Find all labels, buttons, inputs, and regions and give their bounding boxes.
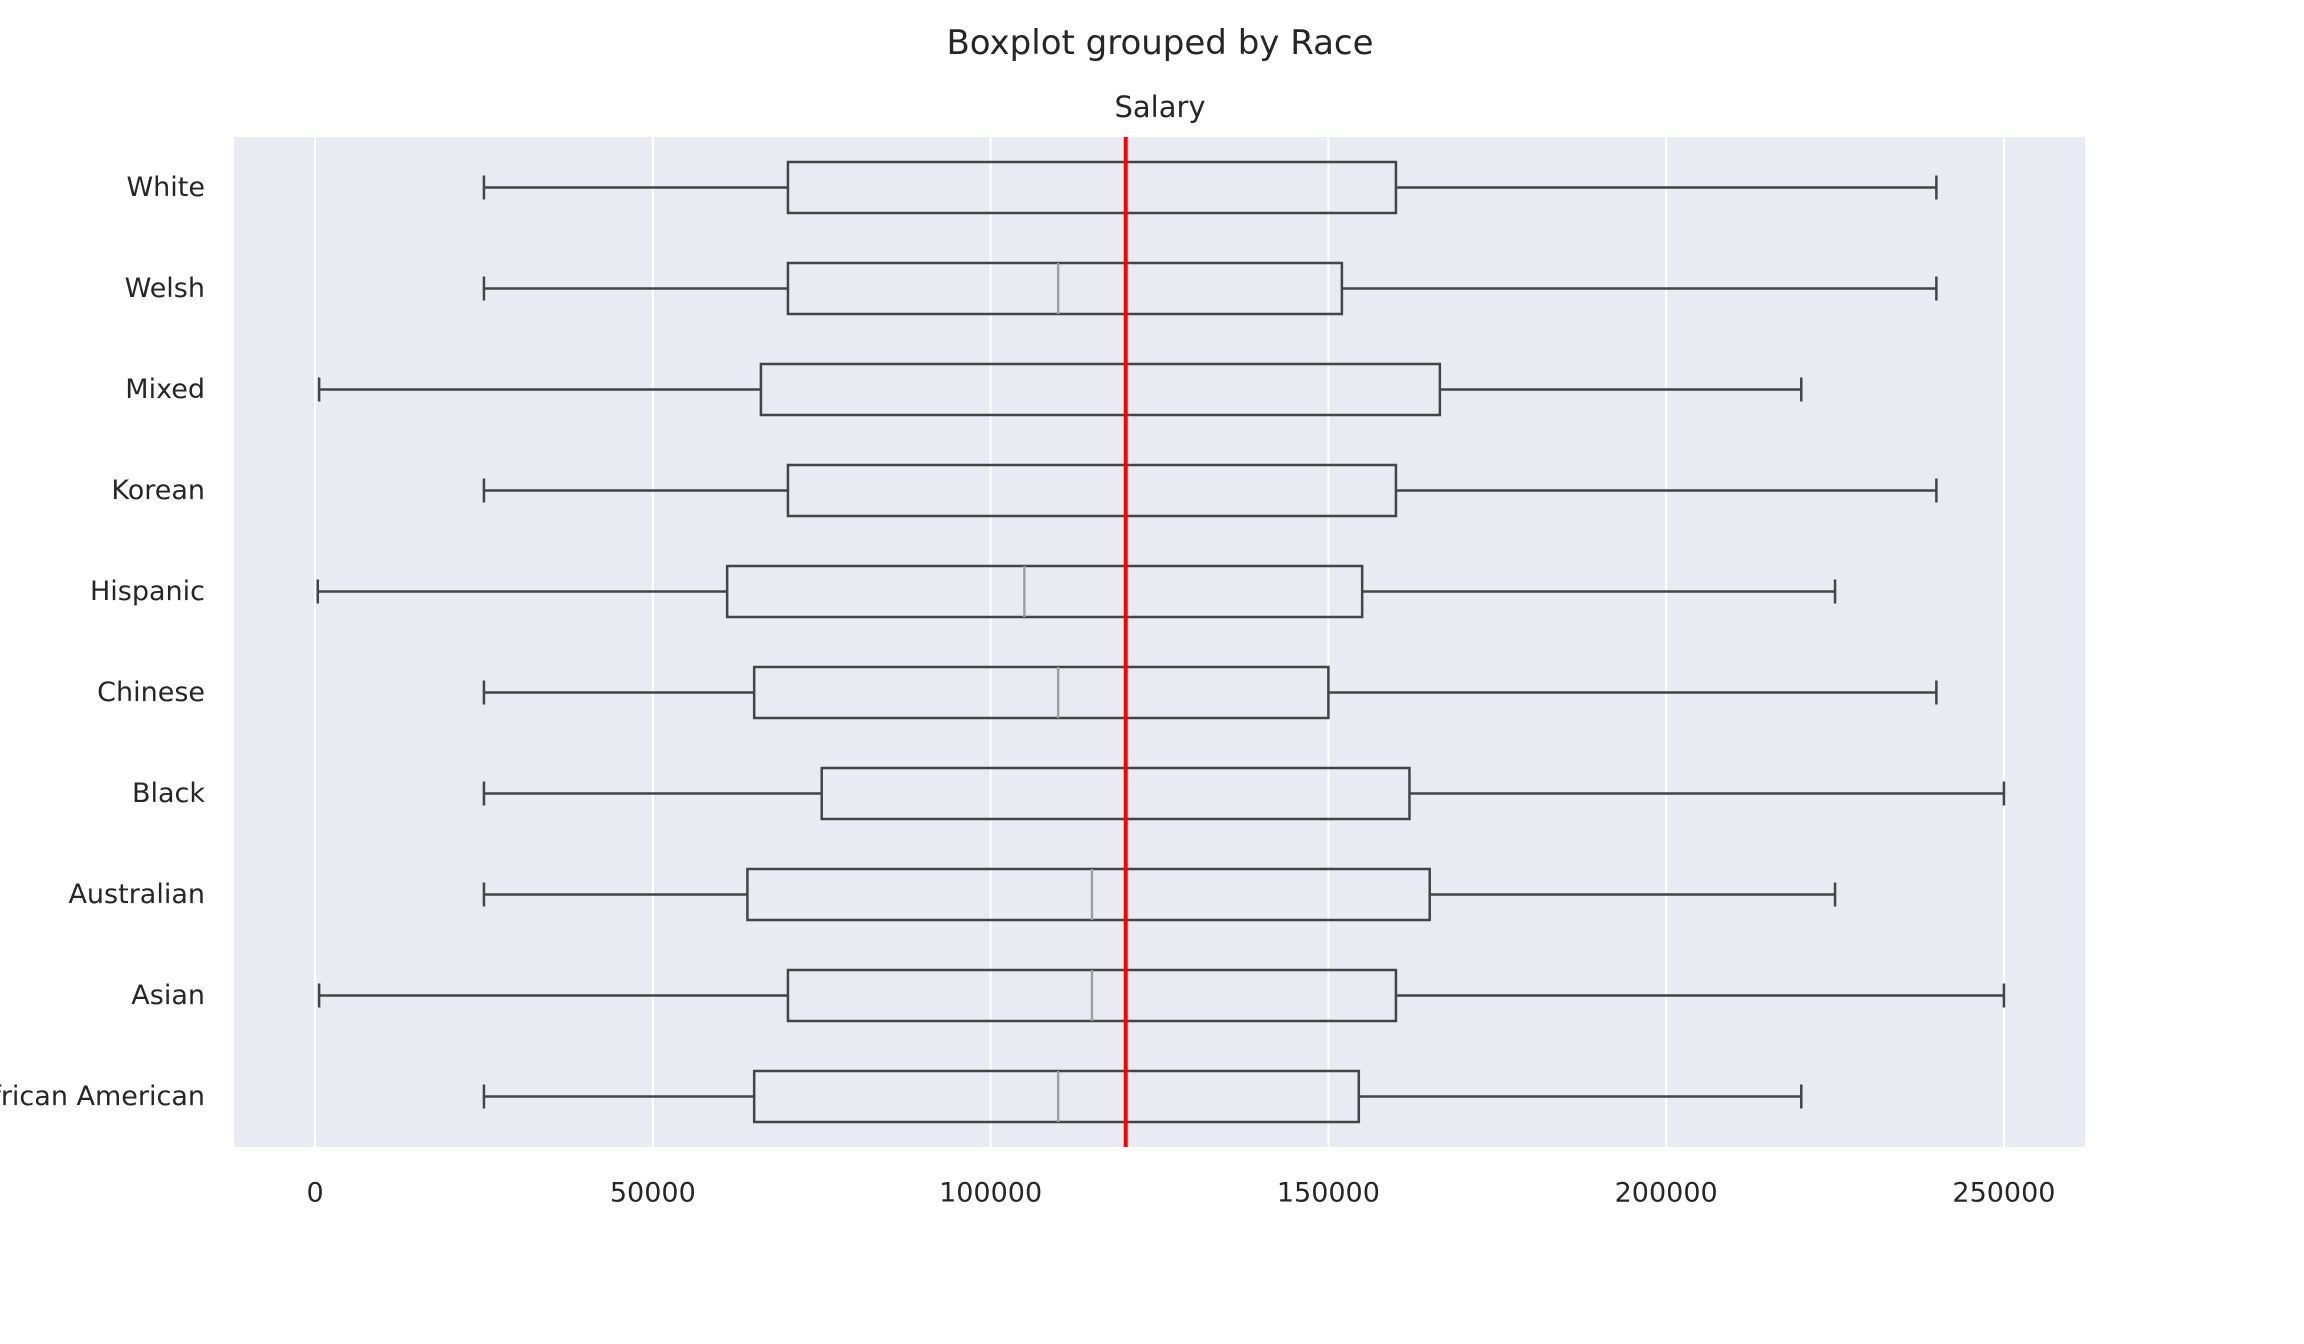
y-tick-label: Welsh <box>125 273 205 304</box>
y-tick-label: White <box>126 172 205 203</box>
box-iqr <box>752 665 1330 720</box>
y-tick-label: Korean <box>111 475 205 506</box>
grid-lines <box>314 137 2005 1147</box>
box-iqr <box>786 463 1398 518</box>
y-tick-labels: White Welsh Mixed Korean Hispanic Chinese Blac… <box>0 172 205 1112</box>
x-tick-label: 250000 <box>1952 1178 2055 1209</box>
x-tick-labels: 0 50000 100000 150000 200000 250000 <box>306 1178 2055 1209</box>
y-tick-label: Chinese <box>97 677 205 708</box>
chart-title: Boxplot grouped by Race <box>946 23 1373 63</box>
y-tick-label: Asian <box>131 980 205 1011</box>
y-tick-label: Hispanic <box>90 576 205 607</box>
box-australian <box>482 867 1837 922</box>
box-iqr <box>746 867 1431 922</box>
y-tick-label: Black <box>132 778 205 809</box>
box-iqr <box>820 766 1411 821</box>
plot-area <box>234 137 2085 1147</box>
box-asian <box>317 968 2006 1023</box>
x-tick-label: 150000 <box>1277 1178 1380 1209</box>
box-iqr <box>752 1069 1361 1124</box>
x-tick-label: 50000 <box>610 1178 696 1209</box>
box-iqr <box>786 261 1344 316</box>
box-white <box>482 160 1938 215</box>
chart-subtitle: Salary <box>1114 90 1205 124</box>
box-iqr <box>725 564 1364 619</box>
x-tick-label: 100000 <box>939 1178 1042 1209</box>
box-iqr <box>786 160 1398 215</box>
x-tick-label: 0 <box>306 1178 323 1209</box>
x-tick-label: 200000 <box>1615 1178 1718 1209</box>
y-tick-label: Mixed <box>125 374 205 405</box>
box-hispanic <box>316 564 1837 619</box>
box-black <box>482 766 2006 821</box>
box-african-american <box>482 1069 1803 1124</box>
box-welsh <box>482 261 1938 316</box>
box-mixed <box>317 362 1803 417</box>
y-tick-label: African American <box>0 1081 205 1112</box>
box-iqr <box>759 362 1442 417</box>
box-chinese <box>482 665 1938 720</box>
y-tick-label: Australian <box>68 879 205 910</box>
box-korean <box>482 463 1938 518</box>
box-series <box>316 160 2006 1124</box>
